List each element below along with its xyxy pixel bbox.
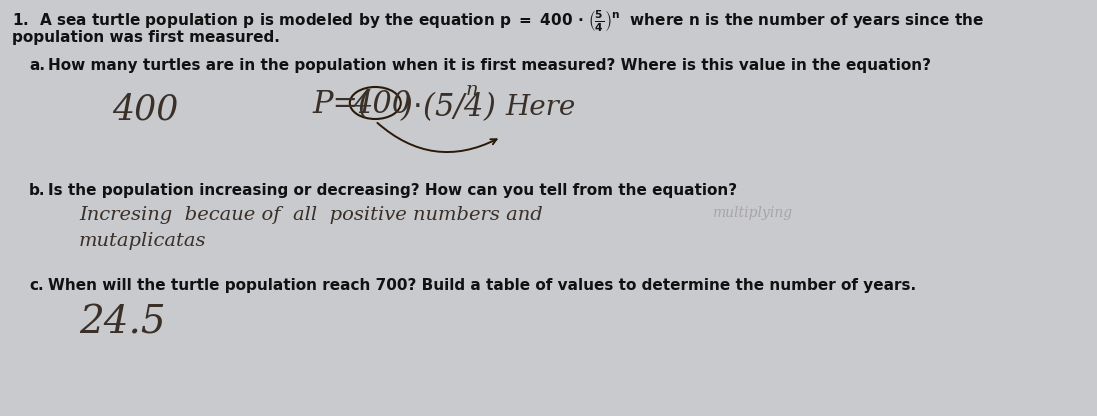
Text: Incresing  becaue of  all  positive numbers and: Incresing becaue of all positive numbers… <box>79 206 543 224</box>
Text: P=(: P=( <box>312 89 370 120</box>
Text: 24.5: 24.5 <box>79 305 166 342</box>
Text: When will the turtle population reach 700? Build a table of values to determine : When will the turtle population reach 70… <box>48 278 916 293</box>
Text: multiplying: multiplying <box>712 206 792 220</box>
Text: mutaplicatas: mutaplicatas <box>79 232 206 250</box>
Text: a.: a. <box>29 58 45 73</box>
Text: b.: b. <box>29 183 45 198</box>
Text: population was first measured.: population was first measured. <box>12 30 280 45</box>
Text: Here: Here <box>506 94 576 121</box>
Text: n: n <box>466 81 478 99</box>
Text: c.: c. <box>29 278 44 293</box>
Text: 400: 400 <box>113 92 179 126</box>
Text: Is the population increasing or decreasing? How can you tell from the equation?: Is the population increasing or decreasi… <box>48 183 737 198</box>
Text: 1.  A sea turtle population p is modeled by the equation p $\mathbf{=}$ 400 $\ma: 1. A sea turtle population p is modeled … <box>12 8 984 34</box>
Text: )$\cdot$(5/4): )$\cdot$(5/4) <box>400 89 496 123</box>
Text: 400: 400 <box>353 89 411 120</box>
Text: How many turtles are in the population when it is first measured? Where is this : How many turtles are in the population w… <box>48 58 931 73</box>
